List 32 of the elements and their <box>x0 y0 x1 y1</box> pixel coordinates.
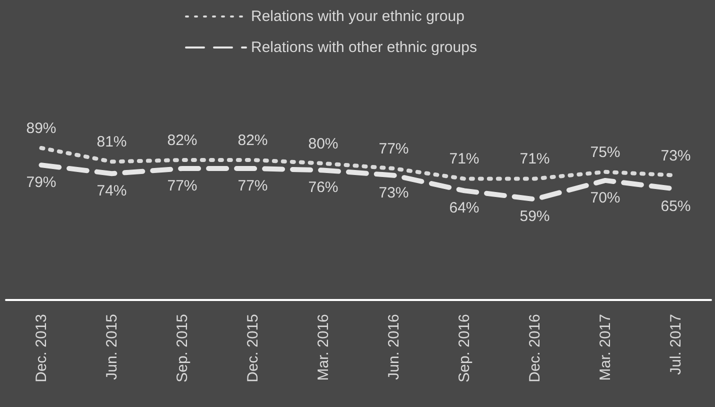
data-label: 74% <box>96 182 127 200</box>
legend-label: Relations with your ethnic group <box>251 8 464 25</box>
data-label: 71% <box>520 150 550 168</box>
data-label: 81% <box>96 134 127 151</box>
data-label: 71% <box>449 150 480 168</box>
data-label: 77% <box>238 177 268 194</box>
data-label: 64% <box>449 200 480 217</box>
x-tick-label: Jun. 2016 <box>385 314 402 380</box>
data-label: 73% <box>378 184 409 202</box>
x-tick-label: Mar. 2016 <box>314 314 332 381</box>
data-label: 79% <box>26 174 56 192</box>
x-tick-label: Dec. 2015 <box>244 314 262 382</box>
data-label: 80% <box>308 135 338 152</box>
data-label: 76% <box>308 179 338 196</box>
x-tick-label: Dec. 2016 <box>526 314 544 382</box>
data-label: 73% <box>660 147 691 164</box>
data-label: 70% <box>590 189 620 206</box>
x-tick-label: Jun. 2015 <box>103 314 120 380</box>
x-tick-label: Sep. 2015 <box>174 314 191 382</box>
data-label: 82% <box>238 132 268 149</box>
data-label: 75% <box>590 144 620 161</box>
x-tick-label: Dec. 2013 <box>32 314 50 382</box>
data-label: 89% <box>26 120 56 137</box>
data-label: 77% <box>167 177 198 194</box>
x-tick-label: Sep. 2016 <box>456 314 473 382</box>
data-label: 59% <box>520 208 550 226</box>
x-tick-label: Jul. 2017 <box>667 314 684 375</box>
data-label: 77% <box>378 140 409 158</box>
legend-label: Relations with other ethnic groups <box>251 39 477 56</box>
data-label: 82% <box>167 132 198 149</box>
x-tick-label: Mar. 2017 <box>596 314 614 381</box>
data-label: 65% <box>660 198 691 215</box>
